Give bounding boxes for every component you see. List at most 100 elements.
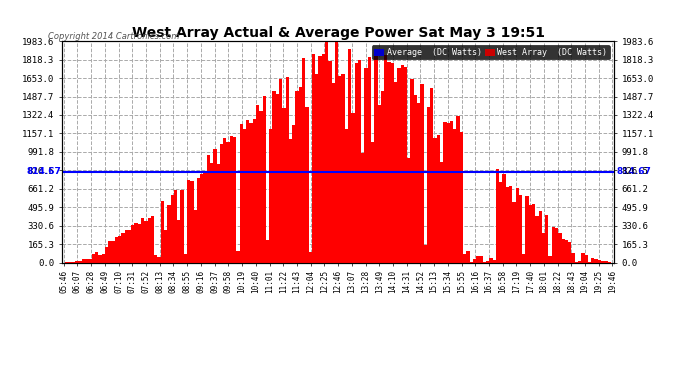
Bar	[502, 174, 506, 262]
Bar	[328, 61, 331, 262]
Text: Copyright 2014 Cartronics.com: Copyright 2014 Cartronics.com	[48, 32, 179, 41]
Bar	[177, 220, 180, 262]
Bar	[437, 135, 440, 262]
Bar	[535, 216, 538, 262]
Bar	[486, 261, 489, 262]
Bar	[463, 254, 466, 262]
Bar	[75, 261, 79, 262]
Bar	[226, 142, 230, 262]
Bar	[161, 201, 164, 262]
Text: 814.67: 814.67	[617, 167, 652, 176]
Bar	[308, 252, 312, 262]
Bar	[424, 245, 427, 262]
Bar	[213, 149, 217, 262]
Bar	[565, 240, 568, 262]
Bar	[562, 239, 565, 262]
Bar	[381, 91, 384, 262]
Bar	[384, 56, 387, 262]
Bar	[443, 123, 446, 262]
Bar	[230, 136, 233, 262]
Bar	[266, 240, 269, 262]
Bar	[217, 164, 220, 262]
Bar	[105, 247, 108, 262]
Bar	[187, 180, 190, 262]
Bar	[568, 242, 571, 262]
Bar	[509, 186, 512, 262]
Bar	[223, 138, 226, 262]
Bar	[259, 111, 262, 262]
Bar	[138, 224, 141, 262]
Bar	[88, 259, 92, 262]
Bar	[299, 87, 302, 262]
Bar	[322, 54, 325, 262]
Bar	[549, 256, 552, 262]
Bar	[598, 260, 601, 262]
Bar	[414, 95, 417, 262]
Bar	[345, 129, 348, 262]
Bar	[154, 255, 157, 262]
Bar	[480, 256, 483, 262]
Bar	[351, 114, 355, 262]
Bar	[335, 41, 338, 262]
Bar	[460, 132, 463, 262]
Bar	[124, 230, 128, 262]
Bar	[98, 255, 101, 262]
Bar	[397, 68, 400, 262]
Bar	[430, 88, 433, 262]
Bar	[101, 254, 105, 262]
Bar	[118, 236, 121, 262]
Bar	[273, 92, 276, 262]
Bar	[167, 205, 170, 262]
Bar	[525, 196, 529, 262]
Bar	[529, 205, 532, 262]
Bar	[515, 188, 519, 262]
Bar	[312, 54, 315, 262]
Bar	[190, 181, 193, 262]
Bar	[286, 76, 289, 262]
Bar	[368, 57, 371, 262]
Bar	[581, 253, 584, 262]
Text: 814.67: 814.67	[26, 167, 61, 176]
Bar	[79, 261, 82, 262]
Bar	[315, 74, 318, 262]
Bar	[453, 129, 456, 262]
Bar	[456, 117, 460, 262]
Bar	[404, 67, 407, 262]
Bar	[394, 82, 397, 262]
Bar	[338, 75, 342, 262]
Bar	[489, 258, 493, 262]
Bar	[207, 155, 210, 262]
Bar	[141, 218, 144, 262]
Bar	[164, 230, 167, 262]
Bar	[433, 138, 437, 262]
Bar	[450, 121, 453, 262]
Bar	[115, 237, 118, 262]
Bar	[289, 138, 292, 262]
Bar	[200, 174, 204, 262]
Bar	[571, 253, 575, 262]
Bar	[496, 169, 499, 262]
Bar	[506, 187, 509, 262]
Bar	[197, 178, 200, 262]
Bar	[411, 80, 414, 262]
Bar	[318, 56, 322, 262]
Bar	[552, 227, 555, 262]
Bar	[371, 142, 374, 262]
Title: West Array Actual & Average Power Sat May 3 19:51: West Array Actual & Average Power Sat Ma…	[132, 26, 544, 40]
Bar	[420, 84, 424, 262]
Bar	[440, 162, 443, 262]
Bar	[233, 137, 236, 262]
Bar	[578, 261, 581, 262]
Bar	[276, 94, 279, 262]
Bar	[92, 254, 95, 262]
Bar	[594, 259, 598, 262]
Bar	[387, 62, 391, 262]
Bar	[157, 257, 161, 262]
Bar	[331, 82, 335, 262]
Bar	[400, 65, 404, 262]
Bar	[499, 182, 502, 262]
Bar	[522, 254, 525, 262]
Bar	[295, 91, 299, 262]
Bar	[131, 225, 135, 262]
Bar	[538, 211, 542, 262]
